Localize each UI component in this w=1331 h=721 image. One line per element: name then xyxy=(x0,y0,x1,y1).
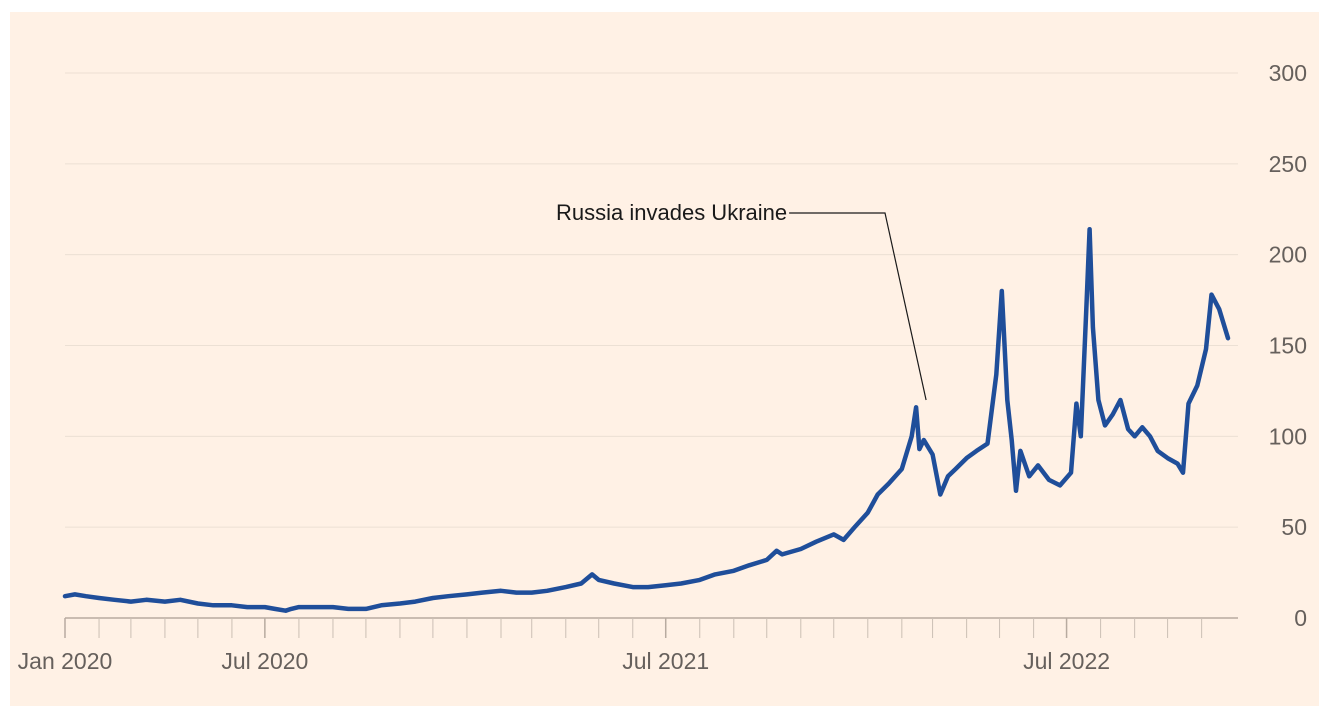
series-group xyxy=(62,226,1231,613)
y-tick-label-150: 150 xyxy=(1269,333,1307,359)
annotation-label: Russia invades Ukraine xyxy=(556,200,787,225)
x-tick-label: Jul 2021 xyxy=(622,648,709,674)
y-tick-label-0: 0 xyxy=(1294,605,1307,631)
series-line-0 xyxy=(62,226,1231,613)
x-tick-label: Jul 2022 xyxy=(1023,648,1110,674)
y-tick-label-200: 200 xyxy=(1269,242,1307,268)
grid xyxy=(65,72,1238,528)
x-axis: Jan 2020 Jul 2020 Jul 2021 Jul 2022 xyxy=(18,617,1238,674)
y-axis: 0 50 100 150 200 250 300 xyxy=(1269,60,1307,631)
y-tick-label-250: 250 xyxy=(1269,151,1307,177)
chart-svg: Jan 2020 Jul 2020 Jul 2021 Jul 2022 0 50 100 1… xyxy=(18,60,1307,674)
x-tick-label: Jul 2020 xyxy=(221,648,308,674)
y-tick-label-50: 50 xyxy=(1281,514,1307,540)
annotation-leader-line xyxy=(789,212,927,401)
y-tick-label-100: 100 xyxy=(1269,423,1307,449)
chart-container: Jan 2020 Jul 2020 Jul 2021 Jul 2022 0 50 100 1… xyxy=(10,12,1319,706)
annotation-group: Russia invades Ukraine xyxy=(556,200,927,401)
x-tick-label: Jan 2020 xyxy=(18,648,113,674)
y-tick-label-300: 300 xyxy=(1269,60,1307,86)
